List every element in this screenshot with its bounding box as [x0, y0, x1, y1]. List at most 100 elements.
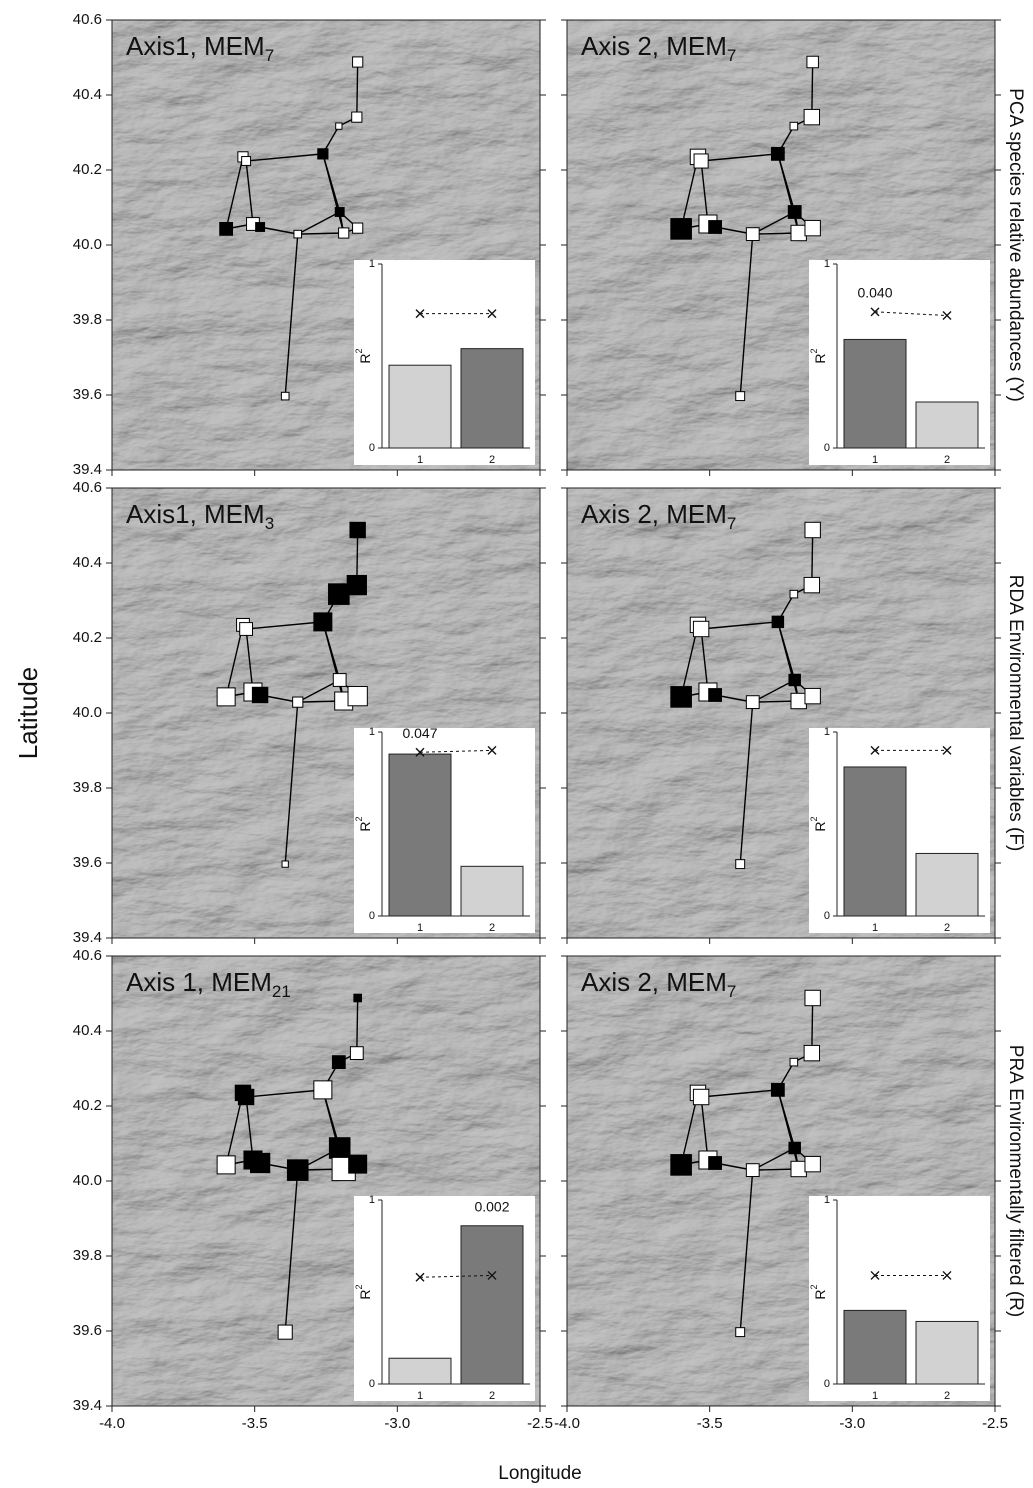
node-square	[353, 223, 363, 233]
node-square	[746, 696, 759, 709]
x-tick-label: -2.5	[527, 1415, 553, 1432]
x-tick-label: -4.0	[554, 1415, 580, 1432]
inset-bar	[461, 1226, 523, 1384]
node-square	[240, 623, 253, 636]
node-square	[256, 223, 265, 232]
inset-bar	[389, 365, 451, 448]
inset-y-label-sup: 2	[354, 816, 364, 821]
page: Latitude Longitude PCA species relative …	[0, 0, 1033, 1488]
y-tick-label: 40.0	[73, 236, 102, 253]
row-label: RDA Environmental variables (F)	[1005, 575, 1026, 852]
node-square	[217, 688, 235, 706]
network-edge	[812, 530, 813, 585]
node-square	[709, 1157, 722, 1170]
node-square	[709, 689, 722, 702]
inset-y-tick-label: 0	[369, 442, 375, 454]
panel-title-text: Axis 2, MEM	[581, 31, 727, 61]
inset-y-tick-label: 1	[824, 726, 830, 738]
node-square	[287, 1160, 308, 1181]
y-tick-label: 39.4	[73, 929, 102, 946]
inset-bar	[916, 853, 978, 916]
panel-title-subscript: 7	[727, 514, 736, 533]
panel-title: Axis 2, MEM7	[581, 967, 736, 1002]
inset-x-tick-label: 2	[489, 922, 495, 934]
inset-x-tick-label: 1	[872, 1390, 878, 1402]
node-square	[278, 1325, 292, 1339]
inset-bar	[461, 866, 523, 916]
node-square	[349, 1155, 367, 1173]
inset-y-label-text: R	[357, 821, 373, 831]
node-square	[242, 157, 251, 166]
node-square	[333, 674, 346, 687]
inset-y-label-text: R	[357, 353, 373, 363]
inset-bar	[844, 767, 906, 916]
panel-title: Axis 2, MEM7	[581, 31, 736, 66]
y-tick-label: 40.2	[73, 1097, 102, 1114]
inset-y-tick-label: 0	[824, 1378, 830, 1390]
node-square	[335, 208, 344, 217]
y-tick-label: 39.6	[73, 386, 102, 403]
node-square	[671, 219, 692, 240]
node-square	[736, 392, 745, 401]
network-edge	[357, 62, 358, 117]
inset-x-tick-label: 1	[417, 1390, 423, 1402]
panel-title-text: Axis 2, MEM	[581, 967, 727, 997]
inset-x-tick-label: 2	[489, 454, 495, 466]
node-square	[318, 149, 328, 159]
node-square	[771, 147, 784, 160]
node-square	[772, 616, 784, 628]
inset-y-tick-label: 1	[369, 726, 375, 738]
node-square	[671, 687, 692, 708]
panel-title-text: Axis1, MEM	[126, 499, 265, 529]
figure: Latitude Longitude PCA species relative …	[0, 0, 1033, 1488]
x-axis-label: Longitude	[498, 1463, 581, 1484]
x-tick-label: -3.0	[384, 1415, 410, 1432]
node-square	[332, 1056, 345, 1069]
node-square	[238, 1089, 253, 1104]
node-square	[352, 112, 362, 122]
x-tick-label: -3.5	[242, 1415, 268, 1432]
inset-y-tick-label: 1	[369, 258, 375, 270]
node-square	[791, 225, 806, 240]
inset-y-tick-label: 1	[824, 1194, 830, 1206]
node-square	[804, 577, 819, 592]
inset-y-label-sup: 2	[809, 1284, 819, 1289]
node-square	[736, 1328, 745, 1337]
y-tick-label: 40.6	[73, 947, 102, 964]
y-tick-label: 40.4	[73, 86, 102, 103]
node-square	[805, 1156, 820, 1171]
inset-x-tick-label: 2	[944, 922, 950, 934]
panel-title-text: Axis 2, MEM	[581, 499, 727, 529]
node-square	[294, 230, 302, 238]
inset-x-tick-label: 1	[417, 454, 423, 466]
inset-y-label-sup: 2	[354, 348, 364, 353]
y-tick-label: 39.4	[73, 461, 102, 478]
inset-y-tick-label: 0	[369, 910, 375, 922]
panel-title: Axis1, MEM7	[126, 31, 274, 66]
node-square	[788, 206, 801, 219]
node-square	[314, 1081, 332, 1099]
node-square	[746, 228, 759, 241]
node-square	[693, 1089, 708, 1104]
node-square	[314, 613, 332, 631]
node-square	[348, 686, 367, 705]
panel-title: Axis 1, MEM21	[126, 967, 291, 1002]
node-square	[671, 1155, 692, 1176]
node-square	[804, 1045, 819, 1060]
node-square	[220, 222, 233, 235]
inset-bar	[844, 339, 906, 448]
node-square	[339, 228, 349, 238]
panel-title-text: Axis 1, MEM	[126, 967, 272, 997]
node-square	[789, 674, 801, 686]
x-tick-label: -3.0	[839, 1415, 865, 1432]
panel-title-subscript: 7	[727, 982, 736, 1001]
node-square	[353, 57, 363, 67]
network-edge	[357, 998, 358, 1053]
x-tick-label: -3.5	[697, 1415, 723, 1432]
y-tick-label: 40.6	[73, 479, 102, 496]
node-square	[791, 693, 806, 708]
inset-x-tick-label: 1	[872, 454, 878, 466]
node-square	[354, 994, 362, 1002]
inset-y-label-sup: 2	[354, 1284, 364, 1289]
node-square	[329, 1138, 350, 1159]
